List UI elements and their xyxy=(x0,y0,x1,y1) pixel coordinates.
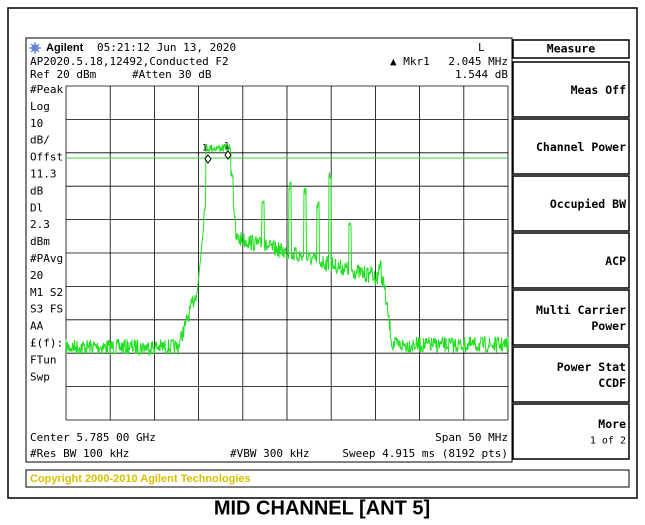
softkey-label: Meas Off xyxy=(571,83,626,97)
vbw: #VBW 300 kHz xyxy=(230,447,309,460)
caption: MID CHANNEL [ANT 5] xyxy=(214,497,430,519)
trace xyxy=(65,143,509,356)
marker-freq: 2.045 MHz xyxy=(448,55,508,68)
marker-number: 1 xyxy=(224,142,229,152)
center-freq: Center 5.785 00 GHz xyxy=(30,431,156,444)
softkey xyxy=(512,232,630,289)
copyright: Copyright 2000-2010 Agilent Technologies xyxy=(30,473,251,485)
marker-diamond xyxy=(224,150,232,160)
screen-border xyxy=(25,37,513,463)
menu-title-box xyxy=(512,39,630,59)
marker-diamond xyxy=(204,154,212,164)
softkey-label: Power Stat xyxy=(557,360,626,374)
side-label: Swp xyxy=(30,370,50,383)
file: AP2020.5.18,12492,Conducted F2 xyxy=(30,55,229,68)
attenuation: #Atten 30 dB xyxy=(132,68,212,81)
side-label: 10 xyxy=(30,117,43,130)
sun-icon xyxy=(29,42,41,54)
copyright-bar xyxy=(25,469,630,488)
side-label: dBm xyxy=(30,235,50,248)
side-label: 2.3 xyxy=(30,218,50,231)
mode: L xyxy=(478,41,485,54)
softkey-label: CCDF xyxy=(598,376,626,390)
side-label: £(f): xyxy=(30,337,63,350)
graticule xyxy=(65,85,509,421)
side-label: #Peak xyxy=(30,83,63,96)
side-label: #PAvg xyxy=(30,252,63,265)
softkey xyxy=(512,118,630,175)
side-label: S3 FS xyxy=(30,303,63,316)
rbw: #Res BW 100 kHz xyxy=(30,447,129,460)
ref-level: Ref 20 dBm xyxy=(30,68,97,81)
softkey-label: Channel Power xyxy=(536,140,626,154)
side-label: Offst xyxy=(30,151,63,164)
softkey-label: Occupied BW xyxy=(550,197,626,211)
softkey-label: Multi Carrier xyxy=(536,303,626,317)
softkey xyxy=(512,175,630,232)
side-label: 20 xyxy=(30,269,43,282)
side-label: 11.3 xyxy=(30,168,57,181)
side-label: Log xyxy=(30,100,50,113)
marker-number: 1 xyxy=(202,144,207,154)
softkey xyxy=(512,61,630,118)
time: 05:21:12 Jun 13, 2020 xyxy=(97,41,236,54)
softkey xyxy=(512,289,630,346)
marker-label: ▲ Mkr1 xyxy=(390,55,430,68)
side-label: AA xyxy=(30,320,44,333)
side-label: dB xyxy=(30,184,44,197)
side-label: FTun xyxy=(30,353,57,366)
softkey-label: Power xyxy=(591,319,626,333)
softkeys: Meas Off Channel Power Occupied BW ACP Multi… xyxy=(512,61,630,460)
sweep: Sweep 4.915 ms (8192 pts) xyxy=(342,447,508,460)
softkey-label: ACP xyxy=(605,254,626,268)
softkey-label: More xyxy=(598,417,626,431)
side-label: M1 S2 xyxy=(30,286,63,299)
span: Span 50 MHz xyxy=(435,431,508,444)
softkey xyxy=(512,403,630,460)
side-label: Dl xyxy=(30,201,43,214)
softkey xyxy=(512,346,630,403)
frame xyxy=(7,7,638,499)
menu-title: Measure xyxy=(547,42,596,56)
side-label: dB/ xyxy=(30,134,50,147)
softkey-label: 1 of 2 xyxy=(590,436,626,447)
marker-value: 1.544 dB xyxy=(455,68,508,81)
brand: Agilent xyxy=(46,42,84,54)
